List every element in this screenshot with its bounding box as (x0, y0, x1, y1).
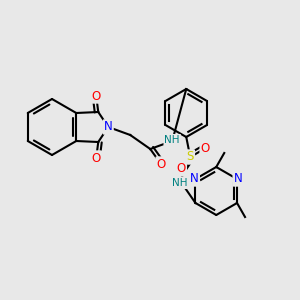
Text: N: N (190, 172, 199, 185)
Text: O: O (92, 152, 101, 164)
Text: O: O (92, 89, 101, 103)
Text: O: O (177, 163, 186, 176)
Text: NH: NH (164, 135, 180, 145)
Text: O: O (201, 142, 210, 155)
Text: S: S (187, 151, 194, 164)
Text: N: N (234, 172, 242, 185)
Text: O: O (157, 158, 166, 170)
Text: N: N (104, 121, 112, 134)
Text: NH: NH (172, 178, 188, 188)
